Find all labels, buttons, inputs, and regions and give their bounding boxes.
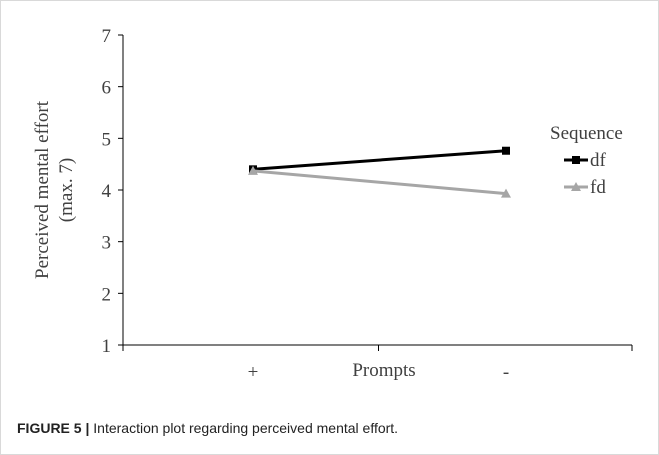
- y-axis-label-line-2: (max. 7): [56, 158, 77, 222]
- caption-text: Interaction plot regarding perceived men…: [89, 420, 399, 436]
- y-tick-label: 3: [102, 233, 112, 254]
- y-ticks: 1 2 3 4 5 6 7: [102, 26, 123, 357]
- legend-title: Sequence: [550, 123, 623, 144]
- y-tick-label: 1: [102, 336, 112, 357]
- data-point-df: [502, 146, 510, 155]
- x-tick-label: +: [248, 362, 259, 383]
- legend: Sequence df fd: [550, 123, 623, 198]
- legend-marker-fd: [571, 182, 581, 191]
- series-line-df: [252, 149, 507, 171]
- y-tick-label: 2: [102, 284, 112, 305]
- y-tick-label: 4: [102, 181, 112, 202]
- figure-caption: FIGURE 5 | Interaction plot regarding pe…: [17, 420, 398, 436]
- figure-label: FIGURE 5 |: [17, 420, 90, 436]
- x-axis-label: Prompts: [352, 360, 415, 381]
- data-point-fd: [501, 188, 511, 198]
- y-tick-label: 6: [102, 78, 112, 99]
- series-line-fd: [252, 169, 507, 196]
- series-layer: [248, 146, 511, 198]
- x-ticks: + -: [122, 345, 633, 383]
- legend-label-df: df: [590, 150, 607, 171]
- y-tick-label: 5: [102, 129, 112, 150]
- y-tick-label: 7: [102, 26, 112, 47]
- x-tick-label: -: [503, 362, 509, 383]
- data-point-fd: [248, 165, 258, 175]
- legend-marker-df: [572, 156, 580, 164]
- legend-label-fd: fd: [590, 177, 606, 198]
- y-axis-label-line-1: Perceived mental effort: [32, 100, 53, 279]
